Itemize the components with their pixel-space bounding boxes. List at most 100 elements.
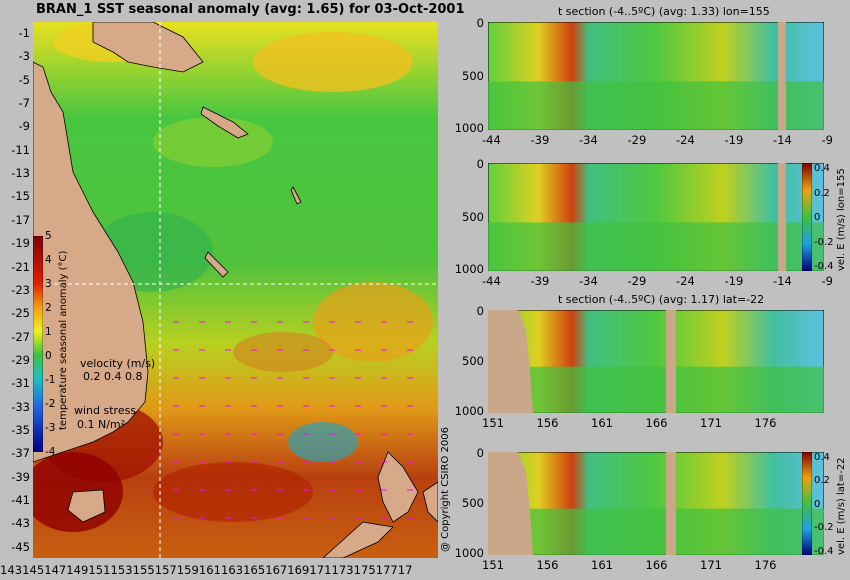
map-colorbar-tick: -2 <box>45 398 56 410</box>
lat-tick-label: -41 <box>11 493 30 507</box>
panel-x-tick: 176 <box>754 416 777 430</box>
lat-tick-label: -29 <box>11 352 30 367</box>
wind-legend-value: 0.1 N/m² <box>77 418 126 431</box>
panel-y-tick: 500 <box>462 209 484 224</box>
new-guinea <box>92 22 204 73</box>
panel-y-tick: 500 <box>462 354 484 369</box>
panel-x-tick: -34 <box>579 133 598 147</box>
panel-x-tick: -9 <box>821 133 833 147</box>
panel-y-tick: 1000 <box>454 546 484 561</box>
panel-y-tick: 500 <box>462 68 484 83</box>
lat-tick-label: -17 <box>11 212 30 227</box>
lat-tick-label: -5 <box>18 72 30 87</box>
lat-tick-label: -11 <box>11 142 30 157</box>
panel-colorbar-tick: -0.2 <box>814 522 834 534</box>
tasmania <box>67 489 106 523</box>
new-zealand-south <box>322 521 394 558</box>
lat-tick-label: -45 <box>11 539 30 554</box>
lat-tick-label: -13 <box>11 166 30 181</box>
panel-x-tick: -24 <box>676 274 695 288</box>
lat-tick-label: -23 <box>11 282 30 297</box>
section-plot[interactable] <box>488 310 824 413</box>
panel-title: t section (-4..5ºC) (avg: 1.33) lon=155 <box>558 5 770 18</box>
lat-tick-label: -15 <box>11 189 30 204</box>
panel-colorbar-tick: 0 <box>814 498 821 510</box>
panel-y-tick: 1000 <box>454 262 484 277</box>
panel-x-tick: 176 <box>754 558 777 572</box>
new-caledonia <box>204 251 229 278</box>
velocity-legend-title: velocity (m/s) <box>80 357 156 370</box>
panel-x-tick: 166 <box>645 416 668 430</box>
map-colorbar-tick: 0 <box>45 350 52 362</box>
panel-y-tick: 0 <box>476 16 484 30</box>
panel-x-tick: -39 <box>530 274 550 288</box>
lat-tick-label: -33 <box>11 399 30 414</box>
new-zealand-north <box>377 451 419 523</box>
land-mask <box>778 22 786 130</box>
panel-x-tick: -19 <box>724 133 744 147</box>
panel-x-tick: 151 <box>482 416 504 430</box>
velocity-vectors <box>173 321 413 519</box>
panel-x-tick: 151 <box>482 558 504 572</box>
panel-colorbar <box>802 163 812 271</box>
panel-x-tick: -44 <box>482 274 501 288</box>
panel-x-tick: 161 <box>591 416 613 430</box>
lat-tick-label: -7 <box>18 96 30 111</box>
panel-colorbar-label: vel. E (m/s) lon=155 <box>836 168 847 271</box>
panel-x-tick: 166 <box>645 558 668 572</box>
panel-colorbar-tick: 0 <box>814 212 821 224</box>
panel-colorbar-tick: -0.4 <box>814 545 834 557</box>
panel-colorbar-tick: 0.2 <box>814 475 830 487</box>
panel-y-tick: 0 <box>476 157 484 171</box>
panel-colorbar-tick: 0.4 <box>814 163 830 174</box>
panel-colorbar-tick: 0.4 <box>814 452 830 463</box>
panel-x-tick: 156 <box>536 558 559 572</box>
solomon-islands <box>200 106 249 139</box>
panel-x-tick: -39 <box>530 133 550 147</box>
sst-anomaly-map[interactable] <box>33 22 438 558</box>
panel-x-tick: -19 <box>724 274 744 288</box>
panel-colorbar <box>802 452 812 555</box>
panel-colorbar-tick: 0.2 <box>814 187 830 199</box>
velocity-legend-values: 0.2 0.4 0.8 <box>83 370 143 383</box>
ne-landmass <box>422 481 438 523</box>
australia <box>33 61 149 463</box>
panel-x-tick: -29 <box>627 133 647 147</box>
lat-tick-label: -39 <box>11 469 30 484</box>
land-mask <box>778 163 786 271</box>
map-colorbar-label: temperature seasonal anomaly (°C) <box>58 250 69 430</box>
panel-x-tick: -44 <box>482 133 501 147</box>
anomaly-patches <box>33 22 433 532</box>
land-mask <box>488 310 533 413</box>
panel-title: t section (-4..5ºC) (avg: 1.17) lat=-22 <box>558 293 765 306</box>
panel-x-tick: -34 <box>579 274 598 288</box>
lat-tick-label: -9 <box>18 119 30 134</box>
panel-x-tick: 161 <box>591 558 613 572</box>
panel-x-tick: -29 <box>627 274 647 288</box>
map-colorbar-tick: 4 <box>45 254 52 266</box>
panel-x-tick: 171 <box>700 416 722 430</box>
lat-tick-label: -1 <box>18 26 30 40</box>
lat-tick-label: -25 <box>11 306 30 321</box>
panel-colorbar-label: vel. E (m/s) lat=-22 <box>836 457 847 555</box>
wind-legend-title: wind stress <box>74 404 137 417</box>
map-colorbar-tick: 3 <box>45 278 52 290</box>
panel-colorbar-tick: -0.2 <box>814 236 834 248</box>
panel-colorbar-tick: -0.4 <box>814 261 834 273</box>
panel-y-tick: 1000 <box>454 121 484 136</box>
land-mask <box>666 452 676 555</box>
land-mask <box>488 452 533 555</box>
section-plot[interactable] <box>488 22 824 130</box>
panel-x-tick: -14 <box>773 133 792 147</box>
panel-x-tick: -24 <box>676 133 695 147</box>
map-title: BRAN_1 SST seasonal anomaly (avg: 1.65) … <box>36 2 465 17</box>
section-plot[interactable] <box>488 163 824 271</box>
land <box>33 22 438 558</box>
lon-axis-labels: 1431451471491511531551571591611631651671… <box>0 563 413 577</box>
map-colorbar-tick: -4 <box>45 446 56 458</box>
section-plot[interactable] <box>488 452 824 555</box>
lat-tick-label: -37 <box>11 446 30 461</box>
lat-tick-label: -3 <box>18 49 30 64</box>
panel-y-tick: 0 <box>476 446 484 460</box>
lat-tick-label: -21 <box>11 259 30 274</box>
